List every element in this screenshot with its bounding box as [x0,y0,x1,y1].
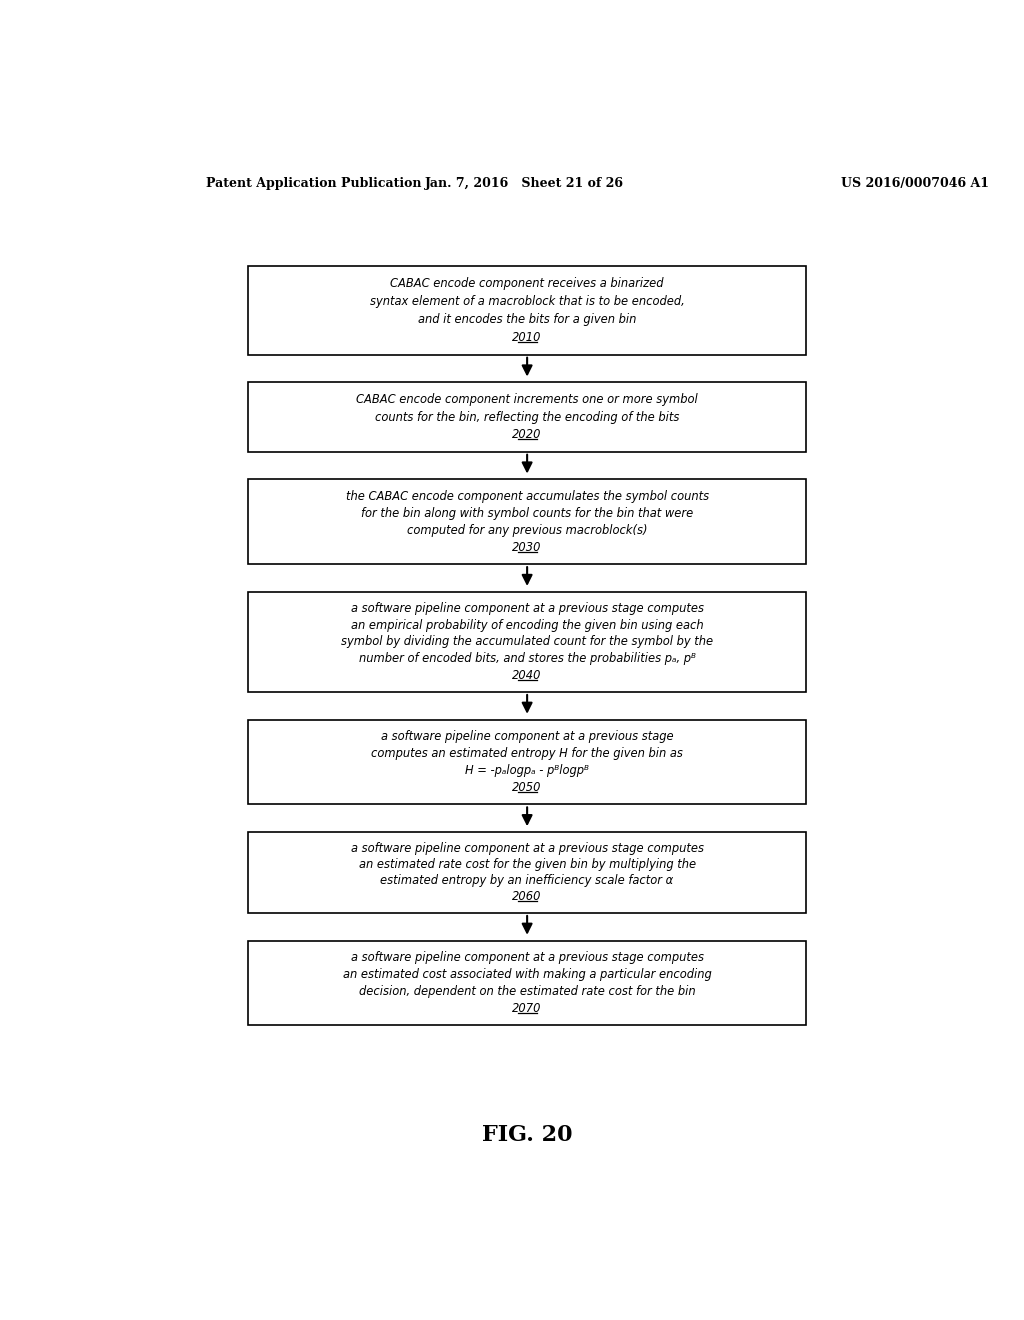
Text: 2070: 2070 [512,1002,542,1015]
Text: a software pipeline component at a previous stage: a software pipeline component at a previ… [381,730,674,743]
Bar [248,479,806,564]
Text: computed for any previous macroblock(s): computed for any previous macroblock(s) [407,524,647,537]
Text: a software pipeline component at a previous stage computes: a software pipeline component at a previ… [350,842,703,855]
Text: a software pipeline component at a previous stage computes: a software pipeline component at a previ… [350,952,703,964]
Text: Patent Application Publication: Patent Application Publication [206,177,421,190]
Text: 2030: 2030 [512,541,542,554]
Bar [248,832,806,913]
Text: symbol by dividing the accumulated count for the symbol by the: symbol by dividing the accumulated count… [341,635,713,648]
Text: an estimated rate cost for the given bin by multiplying the: an estimated rate cost for the given bin… [358,858,695,871]
Bar [248,383,806,451]
Text: US 2016/0007046 A1: US 2016/0007046 A1 [841,177,989,190]
Text: 2020: 2020 [512,428,542,441]
Bar [248,941,806,1026]
Text: an estimated cost associated with making a particular encoding: an estimated cost associated with making… [343,968,712,981]
Text: and it encodes the bits for a given bin: and it encodes the bits for a given bin [418,313,636,326]
Text: counts for the bin, reflecting the encoding of the bits: counts for the bin, reflecting the encod… [375,411,679,424]
Bar [248,591,806,692]
Text: computes an estimated entropy H for the given bin as: computes an estimated entropy H for the … [371,747,683,760]
Text: syntax element of a macroblock that is to be encoded,: syntax element of a macroblock that is t… [370,296,684,308]
Text: Jan. 7, 2016   Sheet 21 of 26: Jan. 7, 2016 Sheet 21 of 26 [425,177,625,190]
Text: CABAC encode component receives a binarized: CABAC encode component receives a binari… [390,277,664,290]
Text: H = -pₐlogpₐ - pᴮlogpᴮ: H = -pₐlogpₐ - pᴮlogpᴮ [465,764,589,777]
Text: a software pipeline component at a previous stage computes: a software pipeline component at a previ… [350,602,703,615]
Text: estimated entropy by an inefficiency scale factor α: estimated entropy by an inefficiency sca… [381,874,674,887]
Text: number of encoded bits, and stores the probabilities pₐ, pᴮ: number of encoded bits, and stores the p… [358,652,695,665]
Bar [248,719,806,804]
Text: 2050: 2050 [512,781,542,795]
Text: 2060: 2060 [512,890,542,903]
Text: 2040: 2040 [512,669,542,682]
Text: for the bin along with symbol counts for the bin that were: for the bin along with symbol counts for… [361,507,693,520]
Text: FIG. 20: FIG. 20 [482,1123,572,1146]
Text: the CABAC encode component accumulates the symbol counts: the CABAC encode component accumulates t… [345,490,709,503]
Text: an empirical probability of encoding the given bin using each: an empirical probability of encoding the… [351,619,703,632]
Bar [248,267,806,355]
Text: decision, dependent on the estimated rate cost for the bin: decision, dependent on the estimated rat… [358,985,695,998]
Text: CABAC encode component increments one or more symbol: CABAC encode component increments one or… [356,393,698,407]
Text: 2010: 2010 [512,330,542,343]
